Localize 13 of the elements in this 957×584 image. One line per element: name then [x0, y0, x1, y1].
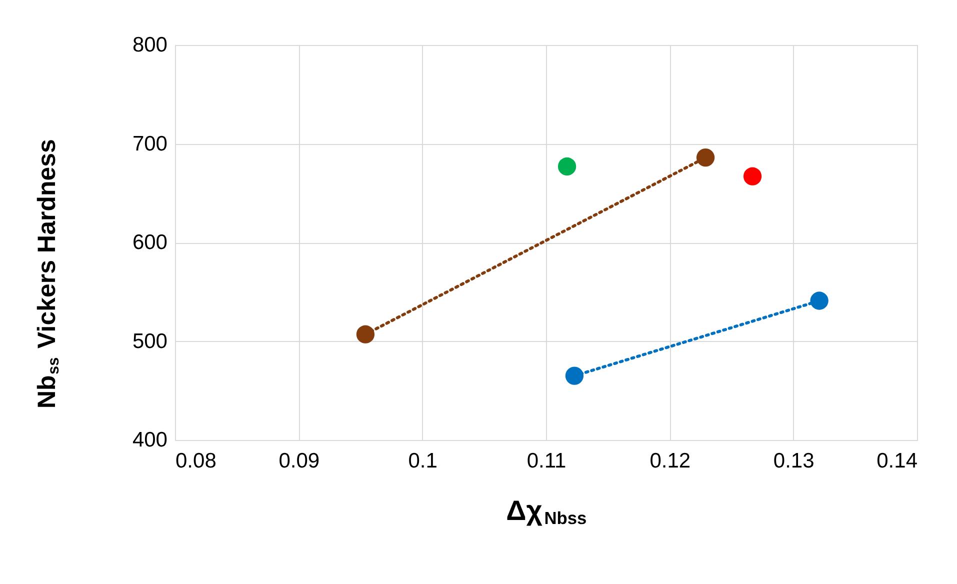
x-tick-label: 0.12 — [650, 450, 691, 472]
y-tick-label: 600 — [132, 231, 168, 254]
y-tick-label: 700 — [132, 132, 168, 156]
y-axis-title: Nbss Vickers Hardness — [33, 139, 62, 409]
x-tick-label: 0.14 — [876, 450, 918, 472]
y-tick-label: 500 — [132, 330, 168, 353]
y-tick-label: 800 — [132, 34, 168, 56]
x-tick-label: 0.09 — [278, 450, 320, 472]
x-tick-label: 0.1 — [408, 450, 438, 472]
x-tick-label: 0.13 — [773, 450, 814, 472]
x-tick-label: 0.11 — [526, 450, 566, 472]
x-tick-label: 0.08 — [176, 450, 216, 472]
y-tick-label: 400 — [132, 428, 168, 452]
